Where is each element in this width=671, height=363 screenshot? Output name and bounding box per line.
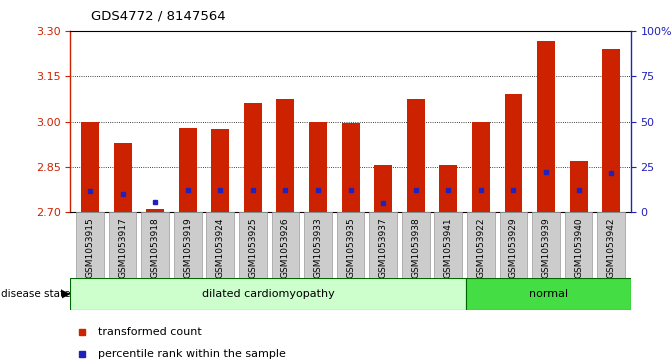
Bar	[570, 161, 588, 212]
FancyBboxPatch shape	[239, 212, 266, 278]
FancyBboxPatch shape	[435, 212, 462, 278]
Text: disease state: disease state	[1, 289, 71, 299]
FancyBboxPatch shape	[467, 212, 495, 278]
Text: GSM1053937: GSM1053937	[378, 217, 388, 278]
Text: GSM1053915: GSM1053915	[85, 217, 95, 278]
Text: GSM1053918: GSM1053918	[151, 217, 160, 278]
FancyBboxPatch shape	[76, 212, 104, 278]
Text: GSM1053917: GSM1053917	[118, 217, 127, 278]
Text: GSM1053940: GSM1053940	[574, 217, 583, 278]
Bar	[146, 209, 164, 212]
FancyBboxPatch shape	[272, 212, 299, 278]
FancyBboxPatch shape	[174, 212, 201, 278]
Text: percentile rank within the sample: percentile rank within the sample	[99, 348, 287, 359]
FancyBboxPatch shape	[500, 212, 527, 278]
Text: GSM1053933: GSM1053933	[313, 217, 323, 278]
FancyBboxPatch shape	[337, 212, 364, 278]
Text: dilated cardiomyopathy: dilated cardiomyopathy	[202, 289, 335, 299]
Text: normal: normal	[529, 289, 568, 299]
Text: GSM1053922: GSM1053922	[476, 217, 485, 278]
Bar	[407, 99, 425, 212]
Text: GSM1053926: GSM1053926	[281, 217, 290, 278]
Bar	[505, 94, 523, 212]
Bar	[537, 41, 555, 212]
Text: GSM1053925: GSM1053925	[248, 217, 258, 278]
Text: GSM1053919: GSM1053919	[183, 217, 192, 278]
FancyBboxPatch shape	[597, 212, 625, 278]
FancyBboxPatch shape	[70, 278, 466, 310]
FancyBboxPatch shape	[142, 212, 169, 278]
FancyBboxPatch shape	[109, 212, 136, 278]
Text: GSM1053938: GSM1053938	[411, 217, 420, 278]
Text: ▶: ▶	[62, 289, 71, 299]
Text: transformed count: transformed count	[99, 327, 202, 337]
Bar	[342, 123, 360, 212]
Text: GSM1053935: GSM1053935	[346, 217, 355, 278]
Bar	[244, 103, 262, 212]
Text: GSM1053924: GSM1053924	[216, 217, 225, 278]
FancyBboxPatch shape	[532, 212, 560, 278]
Bar	[440, 166, 457, 212]
Bar	[81, 122, 99, 212]
FancyBboxPatch shape	[466, 278, 631, 310]
Bar	[276, 99, 295, 212]
Bar	[472, 122, 490, 212]
FancyBboxPatch shape	[402, 212, 429, 278]
FancyBboxPatch shape	[369, 212, 397, 278]
Text: GSM1053929: GSM1053929	[509, 217, 518, 278]
Text: GDS4772 / 8147564: GDS4772 / 8147564	[91, 9, 225, 22]
Bar	[178, 128, 197, 212]
Text: GSM1053941: GSM1053941	[444, 217, 453, 278]
Bar	[374, 166, 392, 212]
Text: GSM1053939: GSM1053939	[541, 217, 550, 278]
Bar	[113, 143, 132, 212]
Text: GSM1053942: GSM1053942	[607, 217, 616, 278]
FancyBboxPatch shape	[304, 212, 332, 278]
FancyBboxPatch shape	[565, 212, 592, 278]
Bar	[211, 129, 229, 212]
Bar	[309, 122, 327, 212]
FancyBboxPatch shape	[207, 212, 234, 278]
Bar	[603, 49, 620, 212]
